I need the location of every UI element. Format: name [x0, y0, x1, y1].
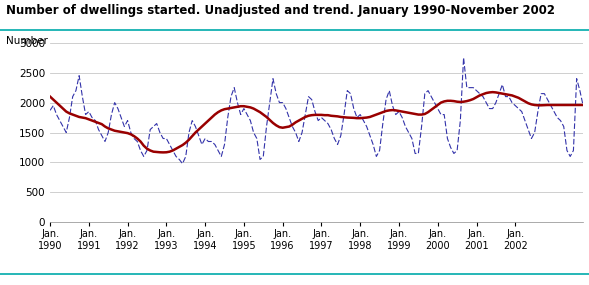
Number of dwellings, trend	[198, 125, 206, 128]
Number of dwellings, unadjusted	[460, 56, 467, 59]
Number of dwellings, trend	[59, 107, 67, 110]
Number of dwellings, trend	[160, 151, 167, 154]
Text: Number of dwellings started. Unadjusted and trend. January 1990-November 2002: Number of dwellings started. Unadjusted …	[6, 4, 555, 17]
Line: Number of dwellings, trend: Number of dwellings, trend	[50, 92, 583, 152]
Number of dwellings, unadjusted	[405, 131, 412, 134]
Number of dwellings, unadjusted	[554, 116, 561, 119]
Number of dwellings, trend	[405, 111, 412, 115]
Number of dwellings, unadjusted	[198, 143, 206, 146]
Number of dwellings, trend	[580, 103, 587, 107]
Number of dwellings, trend	[47, 95, 54, 98]
Text: Number: Number	[6, 36, 48, 46]
Number of dwellings, unadjusted	[577, 89, 584, 92]
Number of dwellings, trend	[389, 108, 396, 112]
Number of dwellings, unadjusted	[389, 104, 396, 107]
Line: Number of dwellings, unadjusted: Number of dwellings, unadjusted	[50, 58, 583, 164]
Number of dwellings, unadjusted	[179, 162, 186, 165]
Number of dwellings, trend	[489, 90, 496, 94]
Number of dwellings, unadjusted	[47, 109, 54, 112]
Number of dwellings, unadjusted	[59, 125, 67, 128]
Number of dwellings, trend	[554, 103, 561, 107]
Number of dwellings, unadjusted	[580, 104, 587, 107]
Number of dwellings, trend	[577, 103, 584, 107]
